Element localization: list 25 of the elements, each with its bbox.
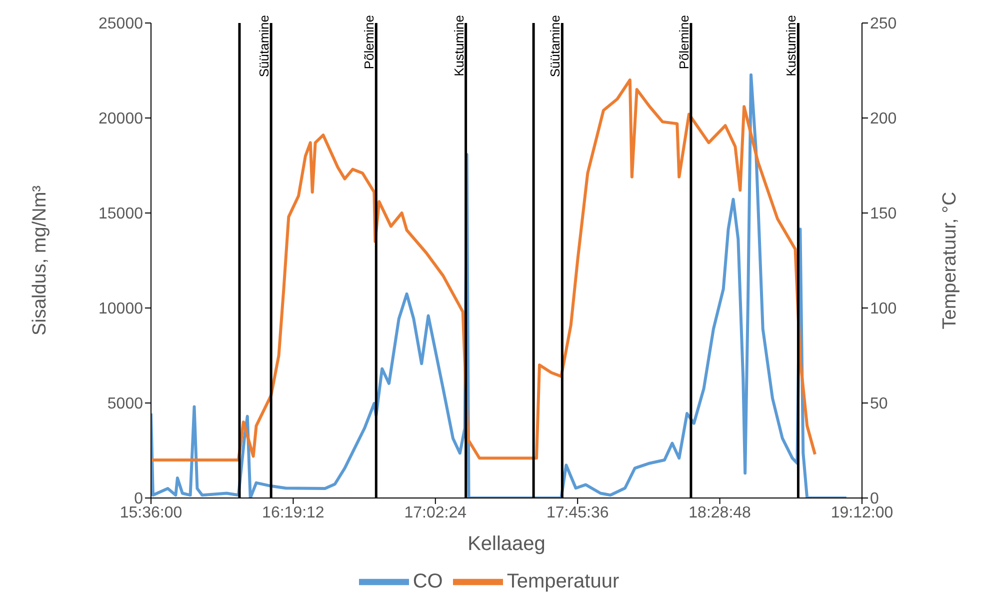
y-tick-label: 20000 — [98, 110, 144, 128]
legend-label: Temperatuur — [506, 570, 620, 592]
ref-line-label: Süütamine — [256, 15, 272, 78]
x-axis-title: Kellaaeg — [468, 533, 546, 555]
ref-line-label: Süütamine — [548, 15, 563, 78]
ref-line-label: Kustumine — [784, 15, 799, 76]
legend-label: CO — [412, 570, 443, 592]
y2-tick-label: 50 — [870, 396, 888, 413]
x-tick-label: 16:19:12 — [262, 504, 324, 522]
ref-line-label: Kustumine — [451, 15, 466, 76]
y2-tick-label: 200 — [870, 110, 897, 128]
ref-line-label: Põlemine — [362, 15, 377, 70]
y2-tick-label: 100 — [870, 300, 897, 318]
x-tick-label: 18:28:48 — [688, 504, 752, 522]
y2-tick-label: 150 — [870, 206, 897, 223]
y-tick-label: 15000 — [98, 206, 144, 223]
y-tick-label: 5000 — [107, 396, 144, 413]
y-tick-label: 10000 — [98, 300, 144, 318]
y-axis-title: Sisaldus, mg/Nm³ — [30, 186, 51, 336]
y2-axis-title: Temperatuur, °C — [940, 192, 961, 330]
y-tick-label: 25000 — [98, 16, 144, 33]
y2-tick-label: 250 — [870, 16, 897, 33]
ref-line-label: Põlemine — [676, 15, 692, 70]
x-tick-label: 17:45:36 — [546, 504, 609, 522]
x-tick-label: 17:02:24 — [404, 504, 467, 522]
